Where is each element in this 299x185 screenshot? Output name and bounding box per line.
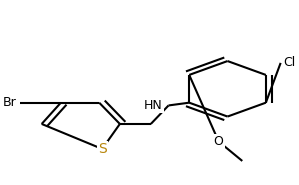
- Text: S: S: [98, 142, 106, 156]
- Text: Cl: Cl: [283, 56, 296, 69]
- Text: O: O: [214, 135, 224, 148]
- Text: HN: HN: [144, 99, 163, 112]
- Text: Br: Br: [3, 96, 17, 109]
